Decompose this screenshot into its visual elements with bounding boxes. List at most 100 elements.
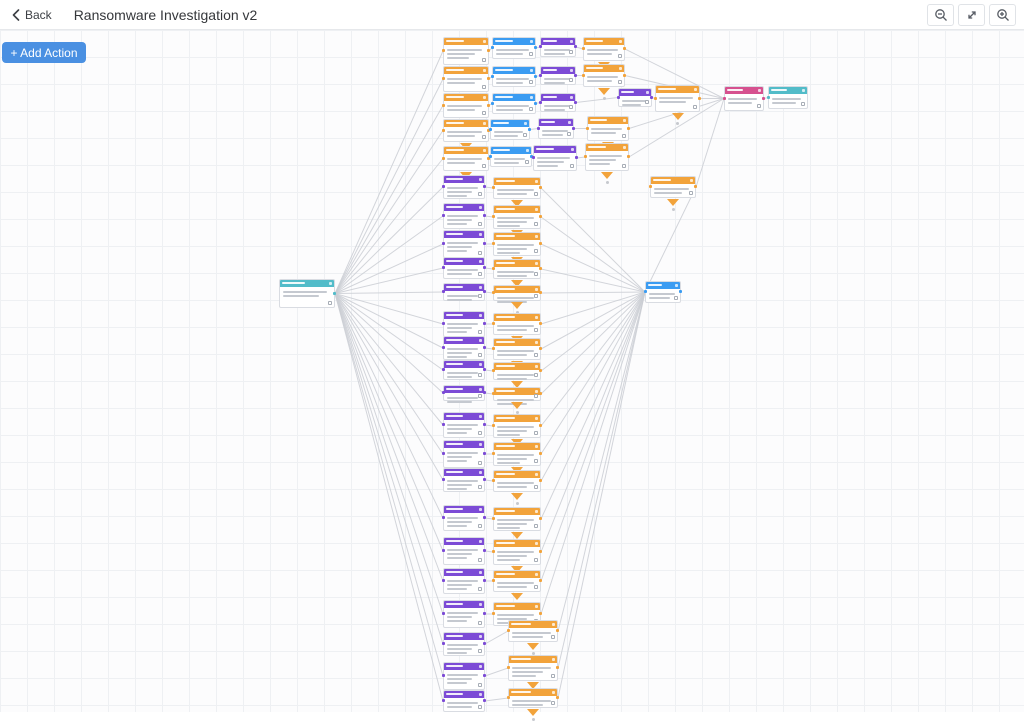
node-settings-icon[interactable]	[478, 373, 482, 377]
node-settings-icon[interactable]	[478, 621, 482, 625]
output-port[interactable]	[539, 517, 542, 520]
add-port-dot[interactable]	[515, 311, 519, 314]
node-settings-icon[interactable]	[534, 353, 538, 357]
output-port[interactable]	[539, 452, 542, 455]
input-port[interactable]	[442, 423, 445, 426]
output-port[interactable]	[483, 391, 486, 394]
flow-node-t4b[interactable]	[489, 119, 531, 140]
node-settings-icon[interactable]	[674, 296, 678, 300]
input-port[interactable]	[442, 128, 445, 132]
node-settings-icon[interactable]	[534, 431, 538, 435]
input-port[interactable]	[507, 629, 510, 632]
input-port[interactable]	[442, 49, 445, 52]
output-port[interactable]	[627, 155, 630, 158]
flow-node-t5d[interactable]	[584, 143, 630, 184]
condition-badge[interactable]	[511, 280, 523, 287]
input-port[interactable]	[492, 579, 495, 582]
node-settings-icon[interactable]	[570, 164, 574, 168]
node-settings-icon[interactable]	[529, 107, 533, 111]
output-port[interactable]	[483, 579, 486, 582]
output-port[interactable]	[483, 516, 486, 519]
output-port[interactable]	[539, 550, 542, 553]
output-port[interactable]	[483, 642, 486, 645]
output-port[interactable]	[627, 126, 630, 130]
output-port[interactable]	[487, 49, 490, 52]
input-port[interactable]	[492, 479, 495, 482]
output-port[interactable]	[530, 154, 533, 158]
node-settings-icon[interactable]	[693, 105, 697, 109]
flow-node-m17[interactable]	[507, 620, 559, 655]
flow-node-p5[interactable]	[442, 283, 486, 301]
node-settings-icon[interactable]	[478, 587, 482, 591]
output-port[interactable]	[539, 579, 542, 582]
flow-node-m8[interactable]	[492, 362, 542, 393]
output-port[interactable]	[539, 242, 542, 245]
condition-badge[interactable]	[598, 88, 610, 95]
input-port[interactable]	[442, 452, 445, 455]
input-port[interactable]	[442, 674, 445, 677]
node-settings-icon[interactable]	[569, 50, 573, 54]
output-port[interactable]	[534, 46, 537, 49]
node-settings-icon[interactable]	[569, 105, 573, 109]
output-port[interactable]	[539, 369, 542, 372]
input-port[interactable]	[442, 214, 445, 217]
input-port[interactable]	[442, 579, 445, 582]
back-button[interactable]: Back	[8, 6, 56, 24]
add-action-button[interactable]: + Add Action	[2, 42, 86, 63]
flow-node-m11[interactable]	[492, 442, 542, 479]
condition-badge[interactable]	[511, 566, 523, 573]
output-port[interactable]	[575, 156, 578, 159]
input-port[interactable]	[507, 696, 510, 699]
output-port[interactable]	[539, 347, 542, 350]
flow-node-m9[interactable]	[492, 387, 542, 414]
node-settings-icon[interactable]	[478, 431, 482, 435]
node-settings-icon[interactable]	[478, 222, 482, 226]
input-port[interactable]	[492, 517, 495, 520]
output-port[interactable]	[556, 629, 559, 632]
flow-node-m13[interactable]	[492, 507, 542, 544]
flow-node-p3[interactable]	[442, 230, 486, 258]
node-settings-icon[interactable]	[534, 585, 538, 589]
input-port[interactable]	[442, 642, 445, 645]
flow-node-t5b[interactable]	[489, 146, 533, 167]
condition-badge[interactable]	[671, 113, 684, 120]
flow-node-m6[interactable]	[492, 313, 542, 348]
input-port[interactable]	[442, 346, 445, 349]
output-port[interactable]	[539, 322, 542, 325]
condition-badge[interactable]	[511, 402, 523, 409]
output-port[interactable]	[650, 95, 653, 99]
node-settings-icon[interactable]	[478, 705, 482, 709]
output-port[interactable]	[539, 479, 542, 482]
output-port[interactable]	[762, 96, 765, 100]
condition-badge[interactable]	[527, 709, 539, 716]
node-settings-icon[interactable]	[525, 160, 529, 164]
node-settings-icon[interactable]	[801, 102, 805, 106]
output-port[interactable]	[487, 128, 490, 132]
input-port[interactable]	[532, 156, 535, 159]
node-settings-icon[interactable]	[478, 461, 482, 465]
input-port[interactable]	[617, 95, 620, 99]
input-port[interactable]	[492, 215, 495, 218]
output-port[interactable]	[534, 101, 537, 105]
node-settings-icon[interactable]	[529, 52, 533, 56]
output-port[interactable]	[483, 423, 486, 426]
output-port[interactable]	[483, 242, 486, 245]
output-port[interactable]	[487, 77, 490, 80]
node-settings-icon[interactable]	[551, 635, 555, 639]
output-port[interactable]	[483, 185, 486, 188]
flow-node-m7[interactable]	[492, 338, 542, 373]
fit-view-button[interactable]	[958, 3, 985, 26]
flow-node-t5c[interactable]	[532, 145, 578, 171]
input-port[interactable]	[584, 155, 587, 158]
output-port[interactable]	[487, 156, 490, 160]
flow-node-m12[interactable]	[492, 470, 542, 505]
input-port[interactable]	[442, 77, 445, 80]
flow-node-p7[interactable]	[442, 336, 486, 360]
output-port[interactable]	[539, 392, 542, 395]
add-port-dot[interactable]	[671, 208, 675, 211]
output-port[interactable]	[483, 452, 486, 455]
input-port[interactable]	[442, 478, 445, 481]
node-settings-icon[interactable]	[482, 135, 486, 139]
flow-node-m10[interactable]	[492, 414, 542, 451]
node-settings-icon[interactable]	[478, 251, 482, 255]
